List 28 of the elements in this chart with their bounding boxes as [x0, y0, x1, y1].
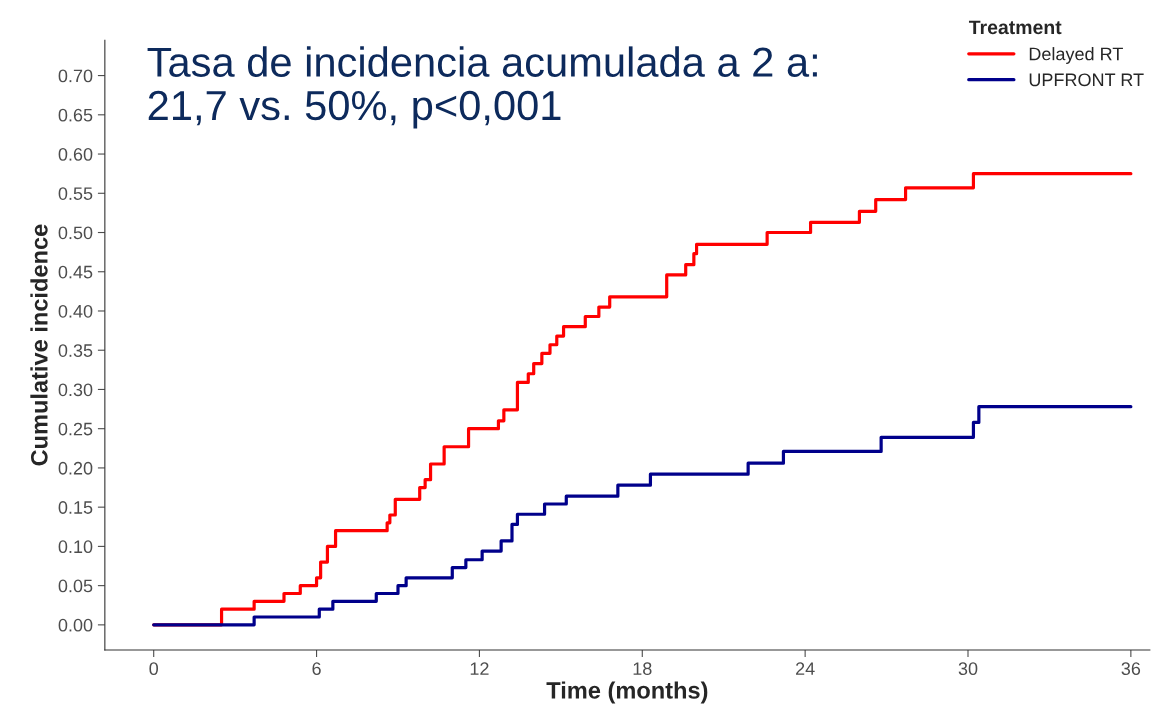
- text: Tasa de incidencia acumulada a 2 a: 21,7 vs. 50%, p<0,001: [147, 46, 817, 129]
- x-tick-label: 18: [633, 662, 652, 676]
- legend-title: Treatment: [968, 20, 1062, 35]
- y-tick-label: 0.70: [58, 69, 93, 83]
- x-tick-label: 12: [470, 662, 489, 675]
- x-axis-title: Time (months): [546, 681, 708, 704]
- y-tick-label: 0.35: [58, 344, 93, 357]
- x-tick-label: 6: [312, 662, 321, 676]
- y-tick-label: 0.15: [58, 501, 93, 514]
- y-tick-label: 0.50: [58, 226, 93, 240]
- y-tick-label: 0.10: [58, 540, 93, 554]
- y-tick-label: 0.00: [58, 618, 93, 632]
- y-tick-label: 0.30: [58, 383, 93, 397]
- x-tick-label: 24: [796, 662, 815, 675]
- y-axis-title: Cumulative incidence: [30, 224, 48, 466]
- x-tick-label: 30: [958, 662, 978, 676]
- y-tick-label: 0.05: [58, 579, 93, 593]
- y-tick-label: 0.55: [58, 187, 93, 200]
- x-tick-label: 0: [149, 662, 159, 676]
- y-tick-label: 0.60: [58, 147, 93, 161]
- x-tick-label: 36: [1121, 662, 1141, 676]
- legend-label: UPFRONT RT: [1029, 73, 1144, 87]
- y-tick-label: 0.20: [58, 461, 93, 475]
- y-tick-label: 0.40: [58, 304, 93, 318]
- y-tick-label: 0.25: [58, 422, 93, 436]
- y-tick-label: 0.45: [58, 265, 93, 279]
- legend-label: Delayed RT: [1029, 47, 1123, 64]
- y-tick-label: 0.65: [58, 108, 93, 122]
